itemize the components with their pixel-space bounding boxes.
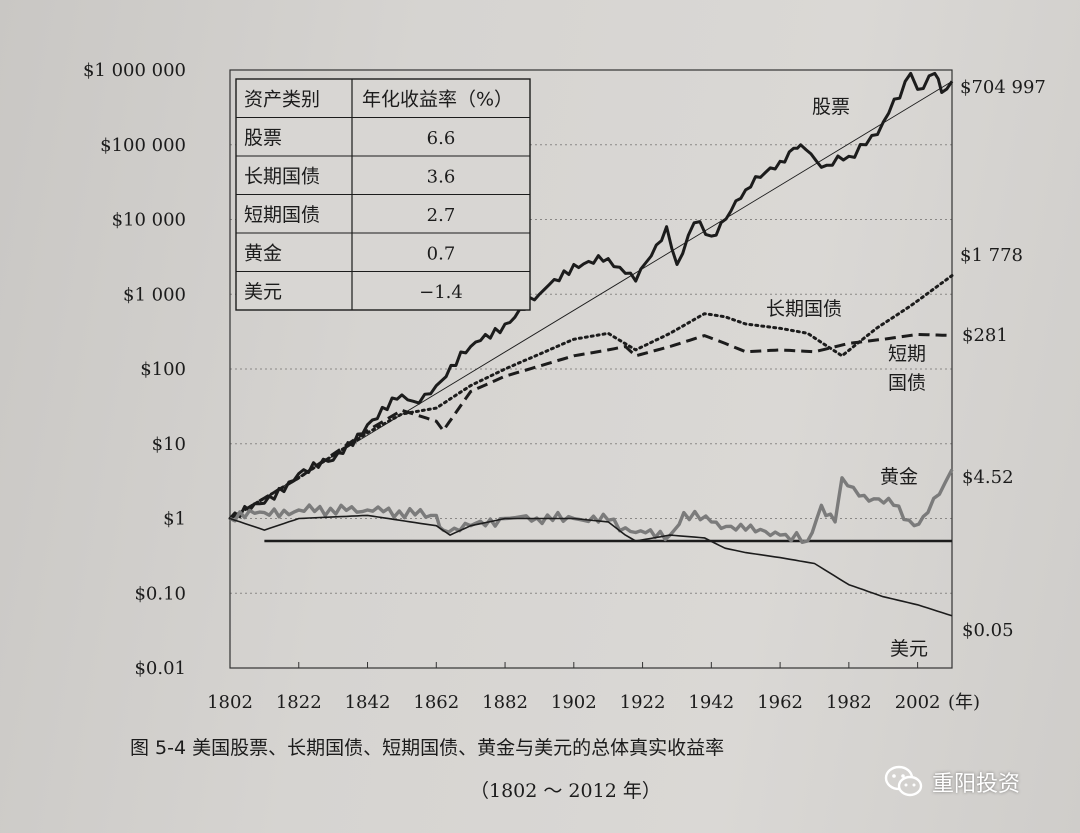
end-label-dollar: $0.05 [962, 620, 1014, 641]
x-axis-unit: (年) [948, 692, 980, 713]
watermark: 重阳投资 [884, 762, 1020, 802]
y-tick-label: $100 [140, 359, 186, 380]
label-bonds: 长期国债 [766, 298, 842, 320]
plot-frame [229, 69, 953, 669]
y-tick-label: $1 [163, 509, 186, 530]
figure-caption-range: （1802 ～ 2012 年） [470, 780, 661, 802]
label-gold: 黄金 [880, 466, 918, 488]
x-tick-label: 1982 [826, 692, 872, 713]
table-category-cell: 美元 [244, 281, 282, 303]
table-value-cell: 6.6 [427, 128, 456, 149]
x-tick-label: 1962 [757, 692, 803, 713]
series-bonds-line [228, 274, 954, 520]
y-tick-label: $0.10 [134, 583, 186, 604]
table-value-cell: 2.7 [427, 205, 456, 226]
x-tick-label: 1802 [207, 692, 253, 713]
label-bills-line1: 短期 [888, 343, 926, 365]
x-tick-label: 1942 [688, 692, 734, 713]
watermark-text: 重阳投资 [932, 772, 1021, 797]
label-bills-line2: 国债 [888, 372, 926, 394]
axis-ticks: $1 000 000 $100 000 $10 000 $1 000 $100 $10 $1… [83, 60, 941, 713]
series-dollar-line [229, 514, 953, 617]
table-value-cell: 3.6 [427, 166, 456, 187]
x-tick-label: 1842 [345, 692, 391, 713]
end-label-bills: $281 [962, 325, 1008, 346]
series-lines [228, 71, 954, 617]
figure-caption: 图 5-4 美国股票、长期国债、短期国债、黄金与美元的总体真实收益率 [130, 737, 725, 759]
end-label-gold: $4.52 [962, 467, 1014, 488]
returns-table: 资产类别 年化收益率（%） 股票 6.6 长期国债 3.6 短期国债 2.7 黄金 0.7 美元 −1… [235, 78, 531, 311]
x-tick-label: 1822 [276, 692, 322, 713]
wechat-icon [884, 765, 923, 797]
table-value-cell: 0.7 [427, 243, 456, 264]
series-bills-line [229, 332, 953, 520]
table-category-cell: 短期国债 [244, 204, 320, 226]
y-tick-label: $1 000 [123, 284, 186, 305]
label-dollar: 美元 [890, 638, 928, 660]
table-header-cell: 年化收益率（%） [362, 88, 513, 110]
label-stocks: 股票 [812, 96, 850, 118]
end-label-stocks: $704 997 [960, 77, 1046, 98]
y-tick-label: $100 000 [100, 135, 186, 156]
end-label-bonds: $1 778 [960, 245, 1023, 266]
x-tick-label: 1882 [482, 692, 528, 713]
series-gold-line [229, 468, 954, 544]
plot-border [229, 69, 953, 669]
x-tick-label: 2002 [895, 692, 941, 713]
y-tick-label: $0.01 [134, 658, 186, 679]
y-tick-label: $1 000 000 [83, 60, 186, 81]
table-category-cell: 股票 [244, 127, 282, 149]
table-category-cell: 黄金 [244, 242, 282, 264]
y-tick-label: $10 000 [112, 210, 186, 231]
table-value-cell: −1.4 [419, 282, 463, 303]
x-tick-label: 1922 [620, 692, 666, 713]
table-category-cell: 长期国债 [244, 165, 320, 187]
table-header-cell: 资产类别 [244, 88, 320, 110]
y-tick-label: $10 [152, 434, 186, 455]
x-tick-label: 1862 [413, 692, 459, 713]
x-tick-label: 1902 [551, 692, 597, 713]
